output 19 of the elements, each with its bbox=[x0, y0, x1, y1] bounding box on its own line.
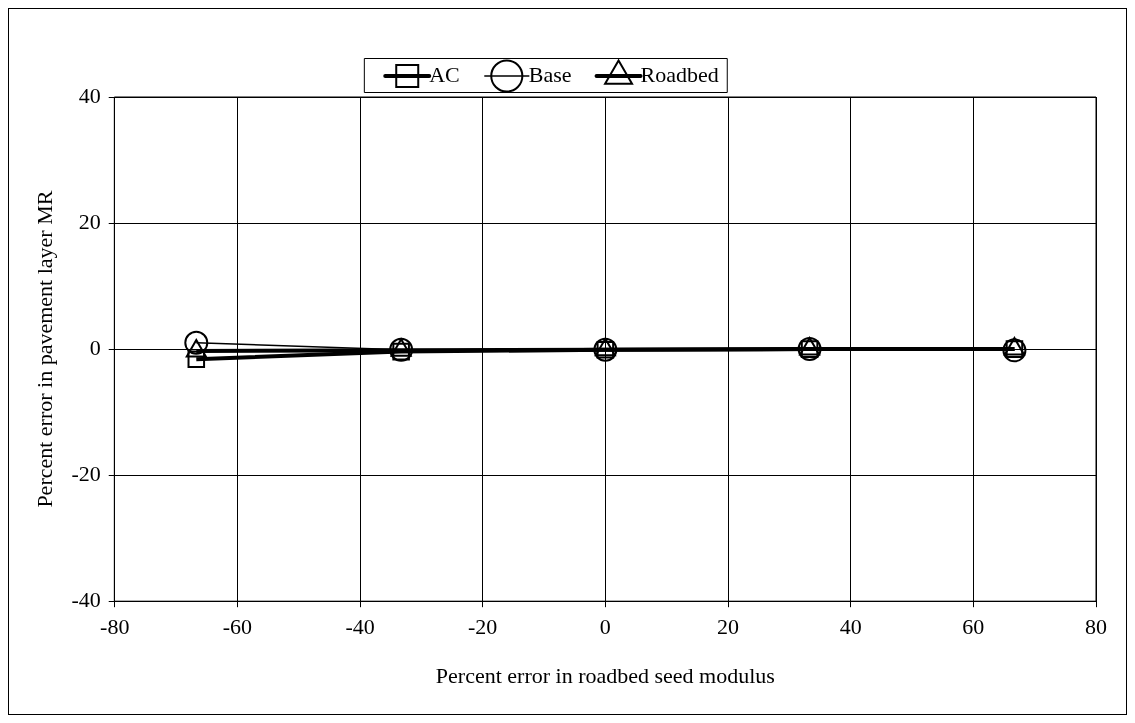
x-axis-title: Percent error in roadbed seed modulus bbox=[435, 662, 775, 688]
x-tick-label: -40 bbox=[345, 614, 375, 640]
y-tick-label: -20 bbox=[71, 460, 101, 486]
x-tick-label: -20 bbox=[468, 614, 498, 640]
x-tick-label: -80 bbox=[100, 614, 130, 640]
y-tick-label: 0 bbox=[89, 334, 101, 360]
x-tick-label: 80 bbox=[1085, 614, 1107, 640]
legend-label: Roadbed bbox=[640, 61, 719, 87]
x-tick-label: 40 bbox=[839, 614, 862, 640]
x-tick-label: 20 bbox=[717, 614, 740, 640]
legend-label: AC bbox=[429, 61, 460, 87]
x-tick-label: -60 bbox=[222, 614, 253, 640]
y-tick-label: 40 bbox=[78, 82, 101, 108]
x-tick-label: 0 bbox=[599, 614, 611, 640]
legend-label: Base bbox=[528, 61, 572, 87]
y-tick-label: 20 bbox=[78, 208, 101, 234]
y-tick-label: -40 bbox=[71, 586, 101, 612]
y-axis-title: Percent error in pavement layer MR bbox=[31, 190, 57, 508]
x-tick-label: 60 bbox=[962, 614, 985, 640]
